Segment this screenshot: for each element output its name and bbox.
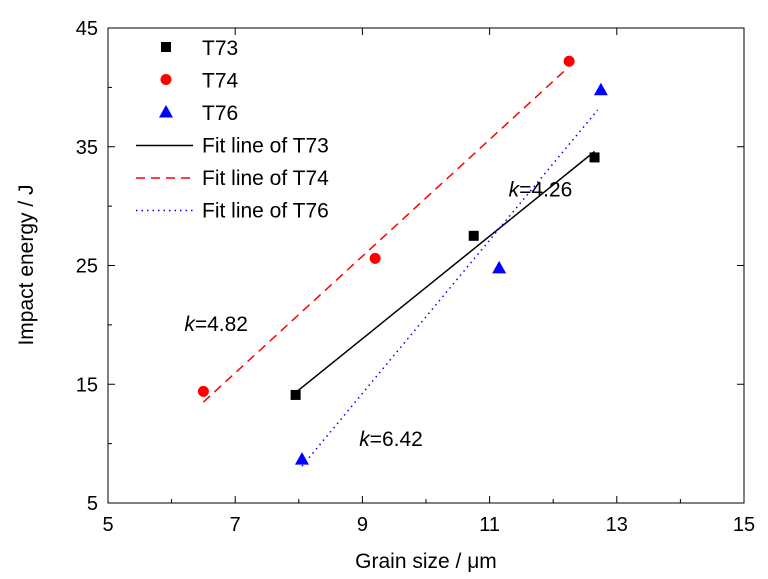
slope-annotations: k=4.26k=4.82k=6.42 (184, 179, 572, 451)
x-tick-label: 11 (479, 514, 500, 536)
y-tick-label: 5 (87, 493, 98, 515)
x-axis-title: Grain size / μm (355, 550, 497, 573)
point-t73 (589, 152, 600, 163)
legend-label: T73 (202, 37, 238, 60)
y-axis-title: Impact energy / J (15, 184, 38, 345)
x-axis-ticks: 5 7 9 11 13 15 (102, 28, 755, 536)
point-t74 (369, 252, 381, 264)
point-t73 (290, 389, 301, 400)
legend: T73 T74 T76 Fit line of T73 Fit line of T74 F… (136, 37, 329, 223)
legend-label: Fit line of T74 (202, 167, 329, 190)
y-tick-label: 15 (76, 374, 98, 396)
slope-value: =6.42 (370, 428, 423, 451)
legend-label: T74 (202, 70, 239, 93)
slope-symbol: k (184, 313, 196, 336)
plot-frame (107, 27, 745, 504)
fit-line-solid (295, 150, 596, 394)
fit-lines (202, 69, 599, 467)
x-tick-label: 7 (230, 514, 241, 536)
point-t76 (294, 452, 309, 465)
legend-label: T76 (202, 102, 238, 125)
slope-value: =4.82 (195, 313, 248, 336)
legend-marker-t73 (161, 42, 171, 52)
legend-label: Fit line of T73 (202, 135, 329, 158)
slope-annotation: k=4.82 (184, 313, 248, 336)
point-t74 (197, 385, 209, 397)
point-t76 (492, 260, 507, 274)
x-tick-label: 15 (733, 514, 755, 536)
point-t76 (593, 82, 608, 96)
legend-label: Fit line of T76 (202, 200, 329, 223)
legend-marker-t74 (160, 74, 172, 85)
slope-annotation: k=4.26 (509, 179, 573, 202)
point-t73 (468, 230, 479, 241)
y-tick-label: 45 (76, 18, 98, 40)
point-t74 (563, 55, 575, 67)
fit-line-dotted (301, 109, 599, 467)
x-tick-label: 13 (606, 514, 628, 536)
slope-annotation: k=6.42 (359, 428, 423, 451)
y-tick-label: 35 (76, 137, 98, 159)
y-tick-label: 25 (76, 256, 98, 278)
legend-marker-t76 (159, 105, 173, 118)
data-points (197, 55, 608, 465)
slope-symbol: k (509, 179, 521, 202)
y-axis-ticks: 5 15 25 35 45 (76, 18, 744, 515)
fit-line-dashed (202, 69, 567, 403)
x-tick-label: 9 (357, 514, 368, 536)
x-tick-label: 5 (102, 514, 113, 536)
slope-value: =4.26 (519, 179, 572, 202)
slope-symbol: k (359, 428, 371, 451)
